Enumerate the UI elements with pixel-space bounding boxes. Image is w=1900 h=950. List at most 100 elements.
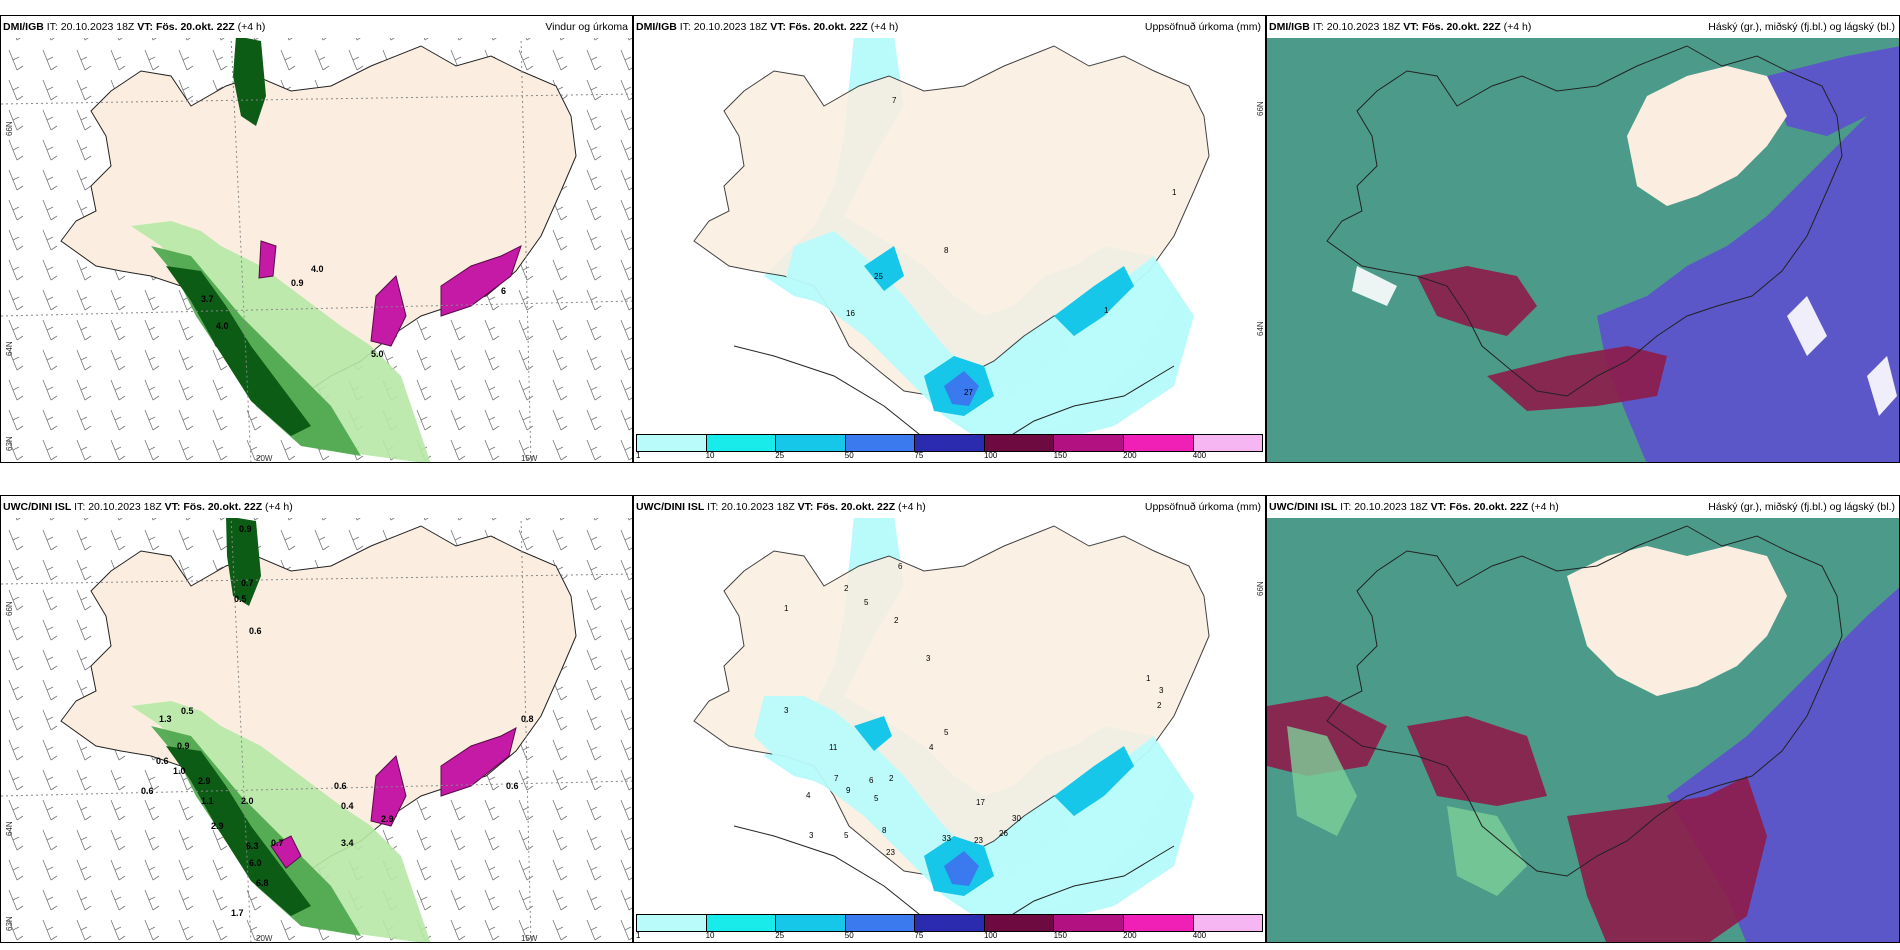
it-label: IT: [46,21,58,33]
precip-value: 1.3 [159,714,172,724]
legend-ticks: 1 10 25 50 75 100 150 200 400 [636,931,1263,941]
panel-accum-precip-uwc: UWC/DINI ISL IT: 20.10.2023 18Z VT: Fös.… [633,495,1266,943]
it-label: IT: [74,501,86,513]
vt-value: Fös. 20.okt. 22Z [155,21,235,33]
land-iceland [693,525,1210,877]
it-value: 20.10.2023 18Z [88,501,162,513]
lead-label: (+4 h) [898,501,926,513]
legend-tick: 200 [1123,451,1137,460]
precip-value: 3 [809,831,814,840]
legend-ticks: 1 10 25 50 75 100 150 200 400 [636,451,1263,461]
lead-label: (+4 h) [237,21,266,33]
land-iceland-clear [1627,66,1787,206]
lead-label: (+4 h) [265,501,293,513]
precip-value: 5 [844,831,849,840]
precip-value: 33 [942,834,951,843]
cloud-blue-region [1597,78,1899,462]
precip-value: 23 [886,848,895,857]
precip-value: 30 [1012,814,1021,823]
precip-value: 0.8 [521,714,534,724]
precip-value: 2.9 [381,814,394,824]
legend-bar [636,434,1263,452]
source-label: UWC/DINI ISL [1269,501,1338,513]
source-label: UWC/DINI ISL [3,501,72,513]
precip-value: 7 [834,774,839,783]
legend-tick: 1 [636,451,641,460]
it-value: 20.10.2023 18Z [1326,21,1401,33]
precip-value: 6 [501,286,507,296]
legend-tick: 75 [914,931,924,940]
precip-value: 1.1 [201,796,214,806]
legend-tick: 1 [636,931,641,940]
legend-swatch [984,435,1055,451]
legend-swatch [706,915,777,931]
panel-title: Uppsöfnuð úrkoma (mm) [1144,21,1261,33]
panel-header: UWC/DINI ISL IT: 20.10.2023 18Z VT: Fös.… [634,496,1265,518]
legend-tick: 50 [844,451,854,460]
legend-tick: 25 [775,451,785,460]
lon-lines [230,515,532,942]
precip-value: 0.6 [156,756,169,766]
panel-accum-precip-dmi: DMI/IGB IT: 20.10.2023 18Z VT: Fös. 20.o… [633,15,1266,463]
precip-value: 23 [974,836,983,845]
it-value: 20.10.2023 18Z [721,501,795,513]
panel-clouds-dmi: DMI/IGB IT: 20.10.2023 18Z VT: Fös. 20.o… [1266,15,1900,463]
legend-swatch [915,915,985,931]
vt-label: VT: [797,501,814,513]
cloud-red-region [1267,696,1767,942]
precip-value: 16 [846,309,855,318]
precip-purple [270,727,517,869]
precip-value: 0.5 [181,706,194,716]
precip-value: 2.0 [241,796,254,806]
source-label: DMI/IGB [1269,21,1310,33]
map-canvas [634,496,1265,942]
panel-title: Vindur og úrkoma [545,21,628,33]
land-iceland [693,45,1210,397]
legend-swatch [1054,915,1124,931]
lon-lines [230,35,532,462]
coastline [1326,525,1843,877]
precip-value: 27 [964,388,973,397]
precip-dark-green-north [233,36,266,126]
source-label: DMI/IGB [636,21,677,33]
precip-value: 1.0 [173,766,186,776]
precip-value: 3.4 [341,838,354,848]
source-label: UWC/DINI ISL [636,501,705,513]
precip-value: 8 [944,246,949,255]
vt-value: Fös. 20.okt. 22Z [183,501,263,513]
legend-tick: 10 [705,451,715,460]
precip-value: 7 [892,96,897,105]
lat-label-63: 63N [5,436,14,451]
cloud-light-green [1287,726,1527,896]
legend-swatch [1054,435,1124,451]
precip-value: 0.6 [334,781,347,791]
lat-label-64: 64N [5,341,14,356]
precip-value: 11 [829,743,838,752]
vt-label: VT: [137,21,154,33]
cloud-red-region [1417,266,1667,411]
precip-light-cyan-overlay [754,696,1174,916]
precip-value: 1 [1146,674,1151,683]
precip-dark-green [166,266,311,436]
legend-tick: 75 [914,451,924,460]
panel-header: DMI/IGB IT: 20.10.2023 18Z VT: Fös. 20.o… [1,16,632,38]
legend-swatch [776,915,846,931]
legend-tick: 400 [1192,931,1207,940]
map-canvas [1,16,632,462]
it-value: 20.10.2023 18Z [60,21,135,33]
vt-label: VT: [770,21,787,33]
panel-title: Háský (gr.), miðský (fj.bl.) og lágský (… [1708,21,1895,33]
map-canvas [1267,16,1899,462]
precip-value: 3.7 [201,294,214,304]
legend-tick: 50 [844,931,854,940]
vt-label: VT: [1430,501,1447,513]
lead-label: (+4 h) [1531,501,1559,513]
vt-value: Fös. 20.okt. 22Z [788,21,868,33]
legend-tick: 150 [1053,451,1067,460]
precip-value: 0.6 [506,781,519,791]
legend-swatch [637,915,707,931]
precip-value: 0.6 [249,626,262,636]
it-label: IT: [1340,501,1352,513]
precip-value: 3 [1159,686,1164,695]
precip-value: 0.9 [177,741,190,751]
